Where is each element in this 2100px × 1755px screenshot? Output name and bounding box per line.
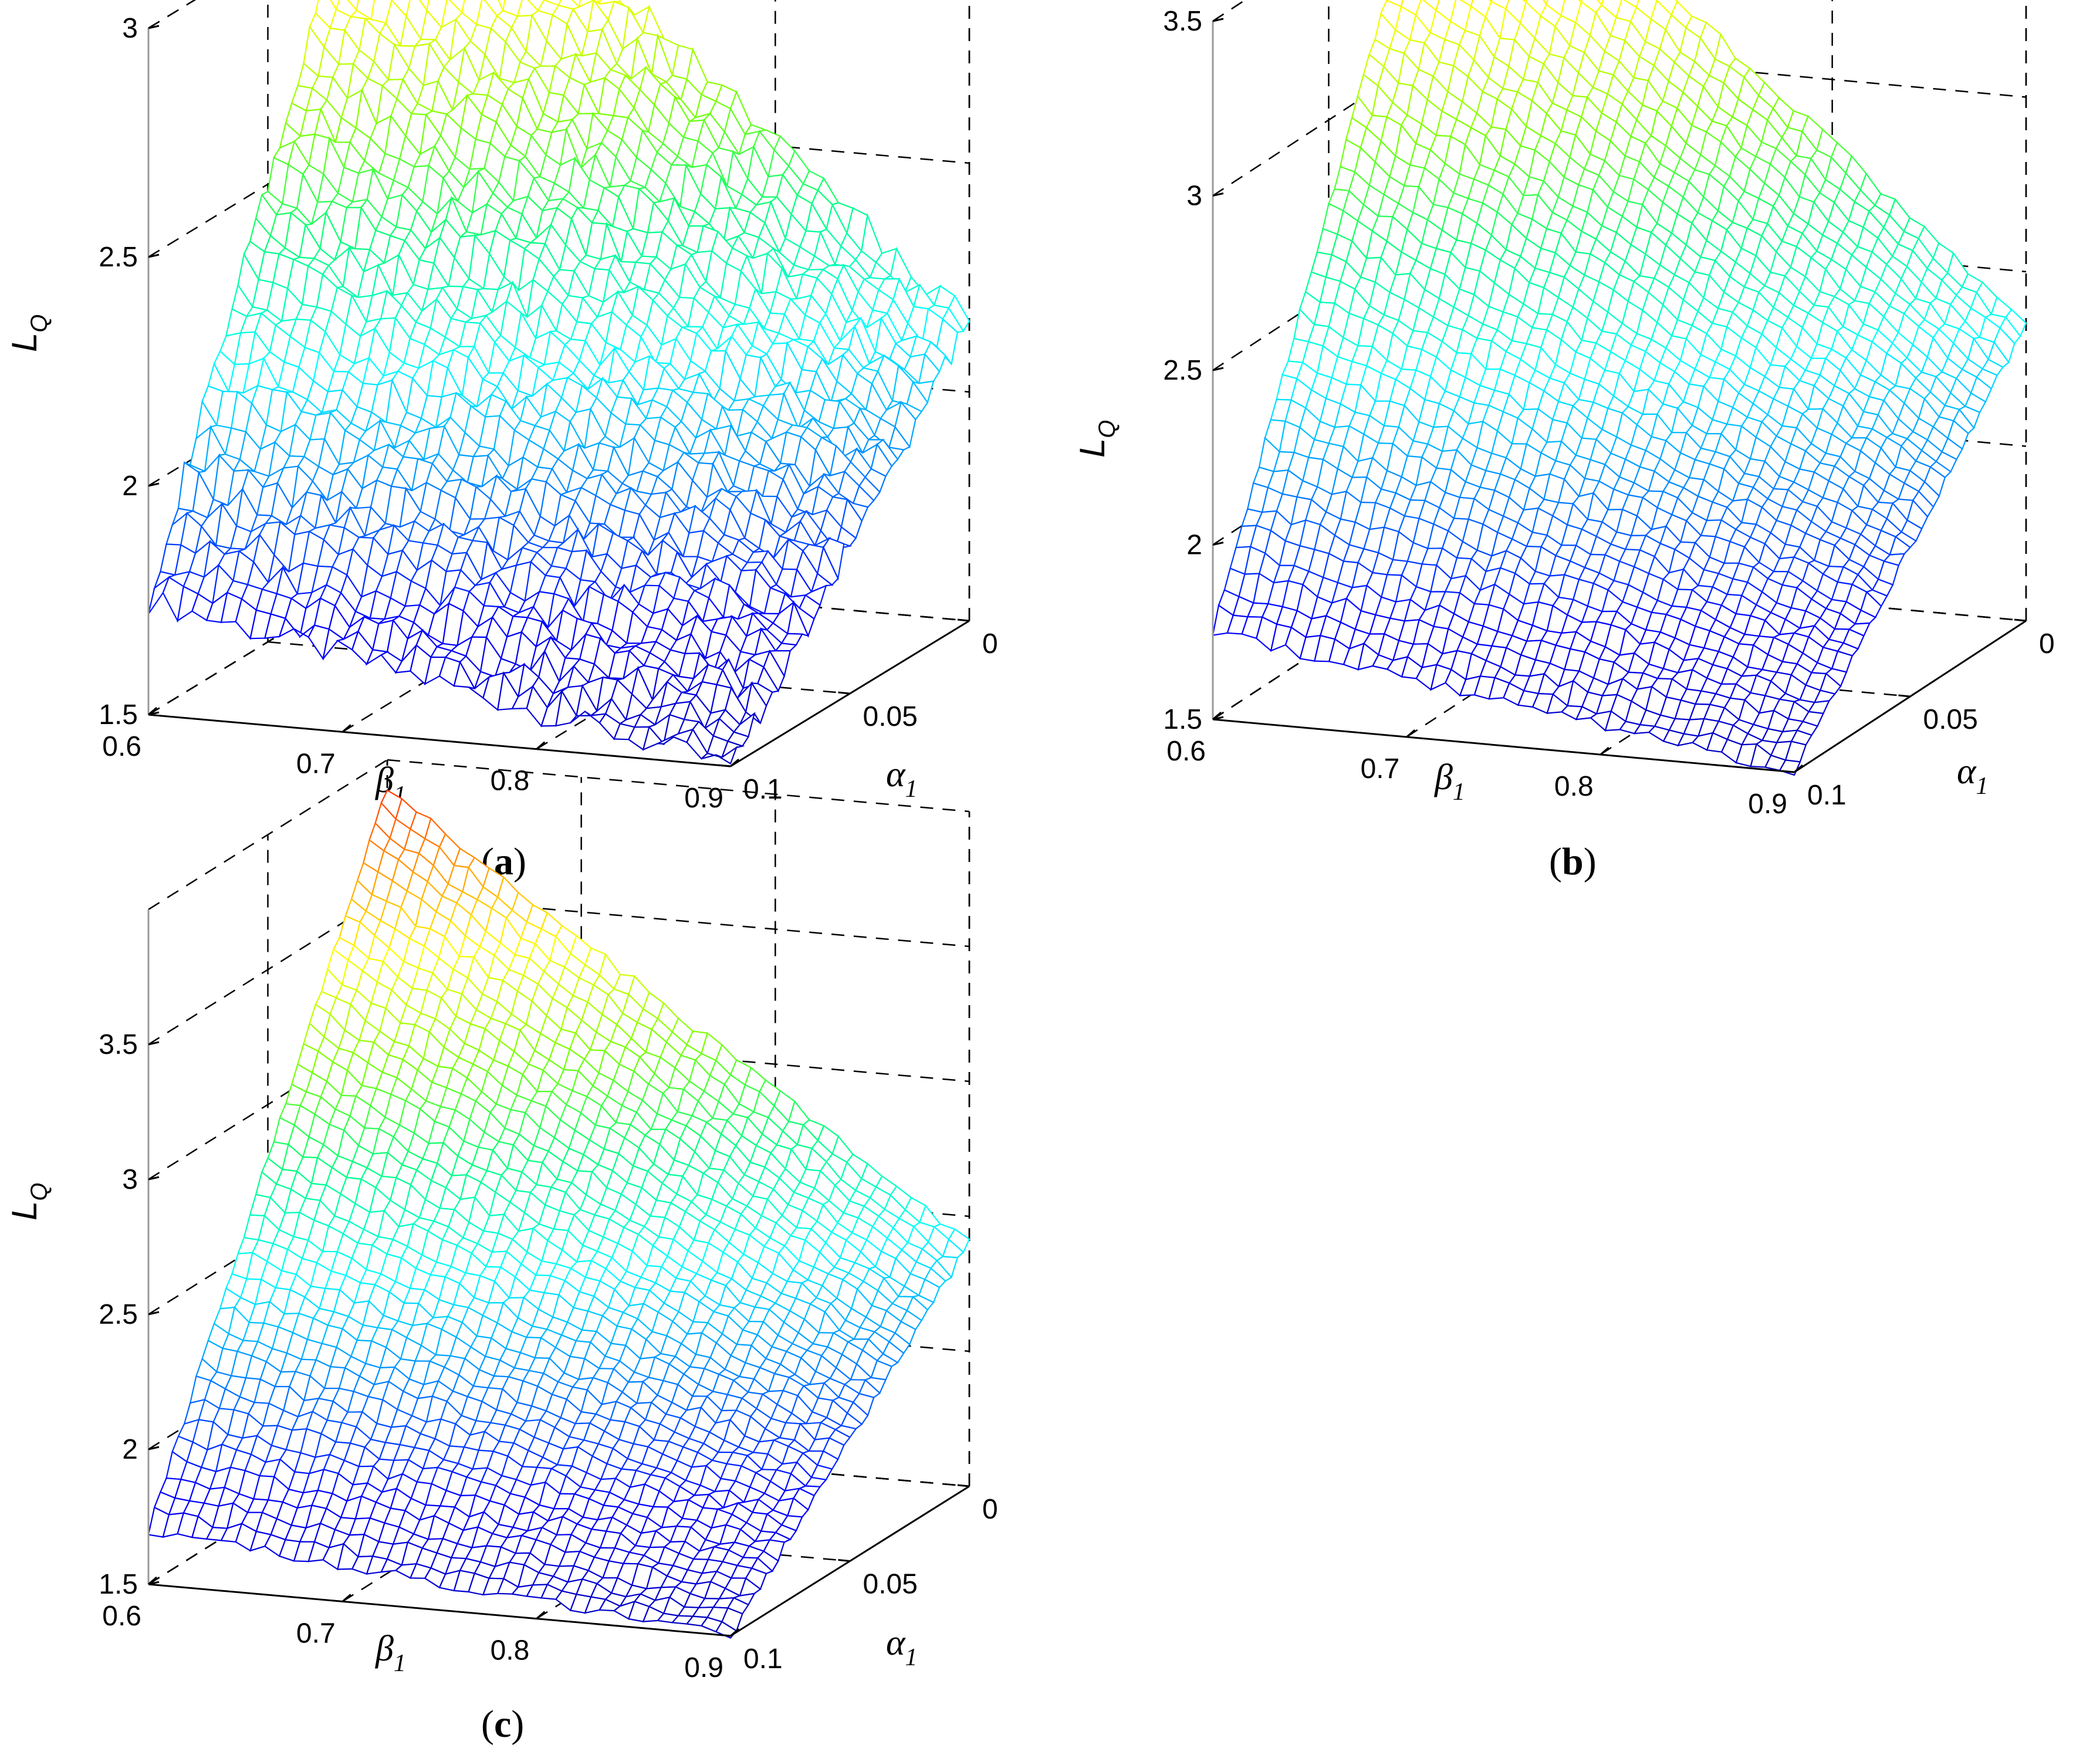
panel-c-xlabel: β1 <box>375 1629 406 1677</box>
z-tick <box>148 1446 160 1450</box>
z-tick-label: 2.5 <box>99 242 138 273</box>
panel-b-zlabel: LQ <box>1073 420 1120 458</box>
panel-b-caption: (b) <box>1549 840 1597 883</box>
beta-tick-label: 0.9 <box>684 1652 723 1683</box>
alpha-tick <box>2014 618 2027 622</box>
z-tick-label: 2 <box>122 1434 138 1465</box>
z-tick-label: 3 <box>1186 181 1202 212</box>
z-tick <box>1212 542 1224 546</box>
alpha-tick <box>957 618 970 622</box>
panel-b: 1.5 2 2.5 3 3.5 0.6 0.7 0.8 0.9 0 0.05 0.1 LQ β1 α1… <box>1073 0 2055 883</box>
beta-tick-label: 0.7 <box>1361 753 1400 784</box>
panel-a: 1.522.530.60.70.80.900.050.1 LQ β1 α1 (a… <box>5 0 998 883</box>
alpha-tick-label: 0.05 <box>1923 704 1978 735</box>
beta-tick-label: 0.8 <box>1554 771 1594 802</box>
zgrid-left <box>148 0 197 29</box>
z-tick-label: 1.5 <box>99 699 138 731</box>
z-tick <box>148 253 160 258</box>
alpha-tick <box>718 764 731 767</box>
panel-c: 1.5 2 2.5 3 3.5 0.6 0.7 0.8 0.9 0 0.05 0.1 LQ β1 α1… <box>5 759 998 1746</box>
panel-c-zlabel: LQ <box>5 1183 52 1221</box>
beta-tick-label: 0.6 <box>1166 736 1206 767</box>
alpha-tick <box>838 1559 850 1562</box>
panel-a-zlabel: LQ <box>5 315 52 353</box>
panel-c-caption: (c) <box>481 1703 524 1746</box>
alpha-tick-label: 0.05 <box>863 1569 918 1600</box>
z-tick-label: 1.5 <box>99 1569 138 1600</box>
z-tick-label: 3 <box>122 1164 138 1195</box>
panel-a-ylabel: α1 <box>886 755 918 803</box>
alpha-tick-label: 0.1 <box>743 1644 783 1675</box>
panel-b-xlabel: β1 <box>1434 758 1465 806</box>
beta-tick-label: 0.7 <box>296 748 336 779</box>
panel-c-ylabel: α1 <box>886 1623 918 1671</box>
z-tick <box>148 25 160 29</box>
beta-tick-label: 0.8 <box>491 1635 530 1666</box>
z-tick-label: 1.5 <box>1163 704 1202 735</box>
z-tick-label: 3.5 <box>99 1029 138 1060</box>
alpha-tick-label: 0.1 <box>1807 780 1847 811</box>
beta-tick <box>1599 746 1609 756</box>
beta-tick <box>1406 729 1416 738</box>
z-tick <box>148 482 160 487</box>
beta-tick-label: 0.9 <box>1748 789 1787 820</box>
z-tick <box>1212 18 1224 22</box>
z-tick <box>148 1041 160 1046</box>
z-tick <box>1212 367 1224 371</box>
alpha-tick-label: 0 <box>2039 628 2055 660</box>
beta-tick-label: 0.7 <box>296 1618 336 1649</box>
panel-c-surface <box>147 789 970 1639</box>
alpha-tick <box>1782 770 1795 773</box>
alpha-tick-label: 0 <box>982 628 998 660</box>
panel-a-surface <box>147 0 970 765</box>
alpha-tick-label: 0 <box>982 1494 998 1525</box>
z-tick <box>1212 192 1224 197</box>
beta-tick-label: 0.6 <box>102 1601 141 1632</box>
z-tick-label: 3.5 <box>1163 6 1202 37</box>
z-tick <box>148 1311 160 1316</box>
alpha-tick-label: 0.1 <box>743 774 783 805</box>
panel-b-ylabel: α1 <box>1957 752 1989 800</box>
alpha-tick <box>718 1634 731 1637</box>
beta-tick-label: 0.6 <box>102 731 141 762</box>
z-tick-label: 3 <box>122 13 138 44</box>
z-tick-label: 2 <box>1186 530 1202 561</box>
z-tick-label: 2.5 <box>99 1299 138 1330</box>
top-back-edge <box>387 759 970 813</box>
z-tick <box>148 1176 160 1181</box>
alpha-tick <box>1898 694 1910 698</box>
alpha-tick <box>838 691 850 695</box>
alpha-tick-label: 0.05 <box>863 701 918 732</box>
z-tick-label: 2 <box>122 471 138 502</box>
alpha-tick <box>957 1484 970 1487</box>
z-tick-label: 2.5 <box>1163 355 1202 386</box>
